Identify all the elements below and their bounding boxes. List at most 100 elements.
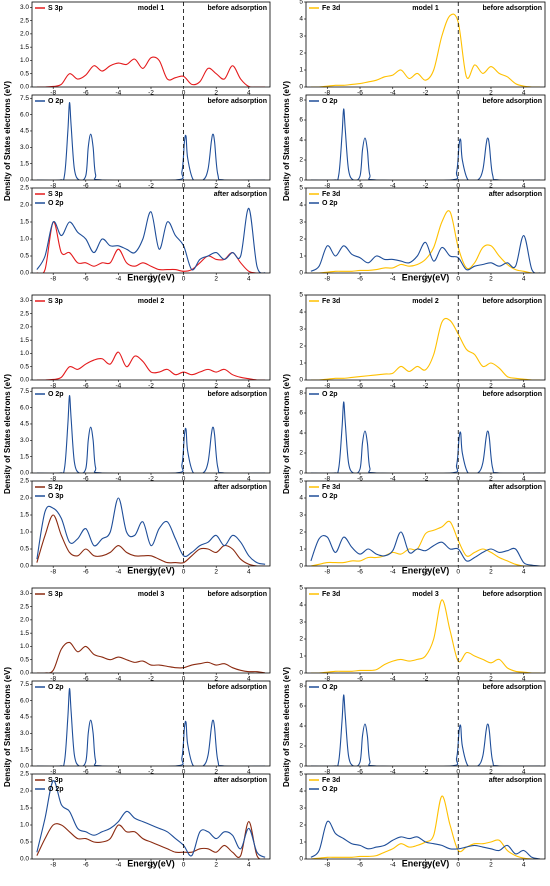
frame	[305, 480, 546, 567]
legend-label: Fe 3d	[322, 191, 340, 198]
x-tick-label: -4	[116, 383, 122, 390]
x-tick-label: 4	[247, 862, 251, 869]
legend-label: Fe 3d	[322, 5, 340, 12]
x-tick-label: -6	[357, 183, 363, 190]
x-tick-label: -8	[50, 90, 56, 97]
frame	[305, 387, 546, 474]
x-tick-label: 0	[182, 862, 186, 869]
frame	[31, 587, 271, 674]
y-tick-label: 0.0	[20, 470, 29, 477]
x-tick-label: 0	[182, 90, 186, 97]
y-tick-label: 2.0	[20, 788, 29, 795]
y-tick-label: 3	[299, 326, 303, 333]
y-tick-label: 3	[299, 512, 303, 519]
y-tick-label: 0.0	[20, 177, 29, 184]
x-tick-label: -2	[148, 569, 154, 576]
x-tick-label: -2	[423, 862, 429, 869]
y-tick-label: 0.0	[20, 377, 29, 384]
x-tick-label: -8	[324, 769, 330, 776]
x-tick-label: 2	[214, 569, 218, 576]
y-axis-label: Density of States electrons (eV)	[3, 374, 12, 494]
y-axis-label: Density of States electrons (eV)	[282, 374, 291, 494]
x-axis-label: Energy(eV)	[127, 565, 175, 575]
y-tick-label: 6	[299, 410, 303, 417]
x-tick-label: 2	[214, 676, 218, 683]
y-tick-label: 1.5	[20, 219, 29, 226]
y-tick-label: 3.0	[20, 144, 29, 151]
model-label: model 1	[412, 5, 439, 12]
y-tick-label: 3.0	[20, 4, 29, 11]
x-tick-label: 0	[456, 476, 460, 483]
legend-label: O 2p	[322, 493, 338, 500]
dos-line	[36, 351, 266, 380]
y-tick-label: 6	[299, 117, 303, 124]
y-tick-label: 0.0	[20, 763, 29, 770]
legend-label: O 2p	[322, 786, 338, 793]
y-tick-label: 0.0	[20, 563, 29, 570]
y-tick-label: 6	[299, 703, 303, 710]
dos-line	[310, 235, 541, 273]
legend-label: Fe 3d	[322, 298, 340, 305]
frame	[31, 680, 271, 767]
state-label: after adsorption	[489, 191, 542, 198]
state-label: before adsorption	[482, 98, 542, 105]
x-tick-label: -4	[390, 569, 396, 576]
x-tick-label: -8	[50, 183, 56, 190]
x-axis-label: Energy(eV)	[402, 272, 450, 282]
y-tick-label: 3.0	[20, 590, 29, 597]
y-tick-label: 0.5	[20, 656, 29, 663]
y-tick-label: 8	[299, 97, 303, 104]
x-tick-label: 0	[182, 276, 186, 283]
y-tick-label: 7.5	[20, 95, 29, 102]
dos-line	[310, 599, 541, 673]
x-tick-label: -2	[148, 90, 154, 97]
y-tick-label: 8	[299, 390, 303, 397]
y-tick-label: 0	[299, 563, 303, 570]
y-tick-label: 2	[299, 636, 303, 643]
dos-line	[36, 780, 266, 858]
y-tick-label: 3	[299, 219, 303, 226]
x-tick-label: -6	[357, 383, 363, 390]
y-tick-label: 6.0	[20, 697, 29, 704]
y-tick-label: 0	[299, 84, 303, 91]
y-tick-label: 6.0	[20, 111, 29, 118]
x-tick-label: -6	[357, 569, 363, 576]
frame	[305, 773, 546, 860]
y-tick-label: 0.5	[20, 363, 29, 370]
x-tick-label: -2	[423, 476, 429, 483]
state-label: before adsorption	[482, 5, 542, 12]
state-label: before adsorption	[207, 684, 267, 691]
x-tick-label: 0	[182, 676, 186, 683]
x-tick-label: 2	[214, 769, 218, 776]
frame	[31, 773, 271, 860]
legend-label: S 3p	[48, 777, 63, 784]
x-tick-label: 4	[522, 569, 526, 576]
y-axis-label: Density of States electrons (eV)	[282, 667, 291, 787]
x-tick-label: 2	[214, 183, 218, 190]
x-tick-label: -2	[148, 476, 154, 483]
x-tick-label: -6	[357, 90, 363, 97]
x-tick-label: -8	[324, 90, 330, 97]
x-tick-label: 4	[247, 676, 251, 683]
x-tick-label: 0	[456, 862, 460, 869]
x-tick-label: 2	[489, 276, 493, 283]
legend-label: S 3p	[48, 591, 63, 598]
x-tick-label: -8	[50, 769, 56, 776]
x-tick-label: -6	[83, 183, 89, 190]
y-tick-label: 1	[299, 360, 303, 367]
model-label: model 3	[138, 591, 165, 598]
dos-line	[36, 102, 266, 180]
x-axis-label: Energy(eV)	[127, 272, 175, 282]
frame	[305, 587, 546, 674]
y-tick-label: 2	[299, 50, 303, 57]
y-tick-label: 2	[299, 236, 303, 243]
y-tick-label: 0.0	[20, 670, 29, 677]
y-tick-label: 1.5	[20, 630, 29, 637]
dos-line	[36, 514, 266, 566]
legend-label: S 3p	[48, 5, 63, 12]
legend-label: O 2p	[48, 684, 64, 691]
x-tick-label: -2	[148, 383, 154, 390]
x-tick-label: -6	[357, 476, 363, 483]
state-label: before adsorption	[482, 391, 542, 398]
